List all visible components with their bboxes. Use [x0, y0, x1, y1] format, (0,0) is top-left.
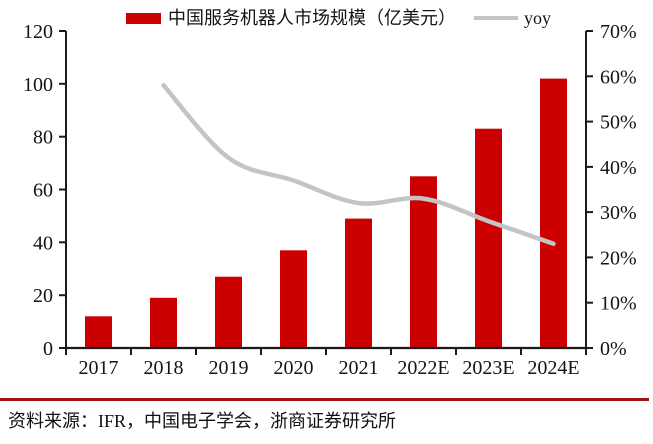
bar-2018 — [150, 297, 177, 348]
x-axis-label-2023E: 2023E — [462, 357, 514, 379]
bar-2019 — [215, 276, 242, 348]
right-axis-label: 30% — [600, 202, 637, 224]
x-axis-label-2018: 2018 — [144, 357, 184, 379]
right-axis-label: 10% — [600, 293, 637, 315]
combo-chart-plot: 0 20 40 60 80 100 120 0% 10% 20% 30% 40% 50% 60% 70% 20… — [23, 21, 637, 379]
legend-bar-swatch — [126, 12, 161, 24]
left-axis-label: 80 — [33, 127, 53, 149]
x-axis-label-2020: 2020 — [274, 357, 314, 379]
right-axis-label: 40% — [600, 157, 637, 179]
bar-2021 — [345, 218, 372, 348]
left-axis-label: 120 — [23, 21, 53, 43]
yoy-line — [161, 83, 556, 247]
bar-2020 — [280, 250, 307, 348]
x-axis-label-2022E: 2022E — [397, 357, 449, 379]
left-axis-label: 100 — [23, 74, 53, 96]
right-axis-label: 20% — [600, 247, 637, 269]
bar-2022E — [410, 176, 437, 348]
bar-2023E — [475, 128, 502, 348]
x-axis-label-2024E: 2024E — [527, 357, 579, 379]
right-axis-label: 50% — [600, 112, 637, 134]
right-axis-label: 60% — [600, 66, 637, 88]
right-axis-label: 0% — [600, 338, 627, 360]
bar-2024E — [540, 78, 567, 348]
x-axis-label-2019: 2019 — [209, 357, 249, 379]
left-axis-label: 0 — [43, 338, 53, 360]
legend-line-label: yoy — [524, 8, 551, 28]
chart-legend: 中国服务机器人市场规模（亿美元） yoy — [12, 7, 653, 29]
bar-2017 — [85, 316, 112, 348]
right-axis-label: 70% — [600, 21, 637, 43]
footer-rule — [0, 398, 649, 401]
source-text: 资料来源：IFR，中国电子学会，浙商证券研究所 — [8, 411, 397, 431]
legend-bar-label: 中国服务机器人市场规模（亿美元） — [168, 8, 456, 28]
left-axis-label: 40 — [33, 232, 53, 254]
x-axis-label-2021: 2021 — [339, 357, 379, 379]
left-axis-label: 60 — [33, 180, 53, 202]
x-axis-label-2017: 2017 — [79, 357, 119, 379]
left-axis-label: 20 — [33, 285, 53, 307]
legend-line-swatch — [474, 16, 518, 20]
